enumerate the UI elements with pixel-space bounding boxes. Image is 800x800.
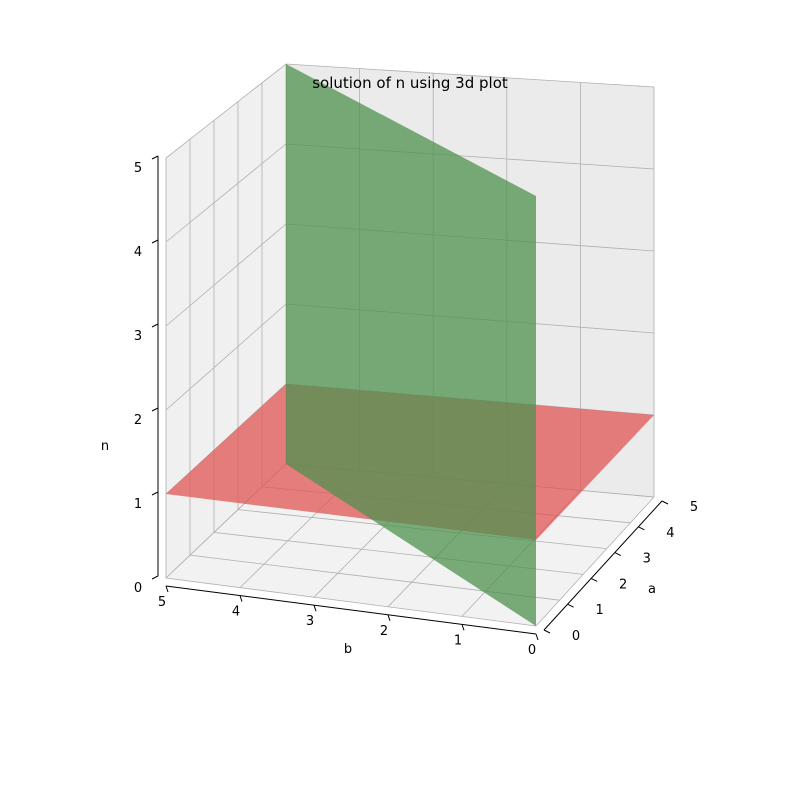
tick-label-n: 0	[134, 581, 142, 596]
tick-label-n: 4	[134, 245, 142, 260]
axis-line-a	[543, 500, 663, 631]
tick-mark-n	[151, 323, 159, 328]
tick-mark-a	[543, 629, 551, 634]
axis-line-b	[165, 585, 537, 635]
axis-label-a: a	[648, 582, 656, 597]
tick-label-n: 5	[134, 161, 142, 176]
surfaces	[166, 64, 654, 626]
tick-mark-n	[151, 239, 159, 244]
axis-label-b: b	[344, 642, 352, 657]
tick-label-a: 5	[690, 500, 698, 515]
tick-mark-n	[151, 491, 159, 496]
tick-mark-a	[638, 526, 645, 531]
tick-label-b: 1	[454, 633, 462, 648]
tick-label-a: 1	[595, 603, 603, 618]
tick-label-a: 4	[666, 526, 674, 541]
tick-label-n: 1	[134, 497, 142, 512]
tick-mark-a	[614, 552, 622, 557]
axis-lines	[157, 156, 663, 635]
surface-green	[286, 64, 536, 626]
tick-label-b: 4	[232, 605, 240, 620]
tick-mark-n	[151, 575, 159, 580]
tick-mark-b	[387, 614, 391, 621]
tick-label-b: 3	[306, 614, 314, 629]
axis-label-n: n	[101, 439, 109, 454]
chart-title: solution of n using 3d plot	[312, 74, 508, 92]
tick-mark-b	[165, 585, 169, 593]
tick-mark-n	[151, 155, 159, 160]
tick-mark-a	[567, 603, 574, 608]
tick-mark-b	[535, 633, 539, 641]
tick-label-n: 3	[134, 329, 142, 344]
tick-label-b: 5	[158, 595, 166, 610]
tick-mark-a	[590, 577, 598, 582]
tick-mark-a	[661, 500, 669, 505]
tick-label-b: 0	[528, 643, 536, 658]
tick-mark-n	[151, 407, 159, 412]
tick-label-n: 2	[134, 413, 142, 428]
tick-mark-b	[313, 605, 317, 612]
tick-mark-b	[239, 595, 243, 602]
tick-label-a: 3	[643, 552, 651, 567]
tick-label-a: 2	[619, 577, 627, 592]
tick-mark-b	[461, 624, 465, 631]
tick-label-a: 0	[572, 629, 580, 644]
tick-label-b: 2	[380, 624, 388, 639]
